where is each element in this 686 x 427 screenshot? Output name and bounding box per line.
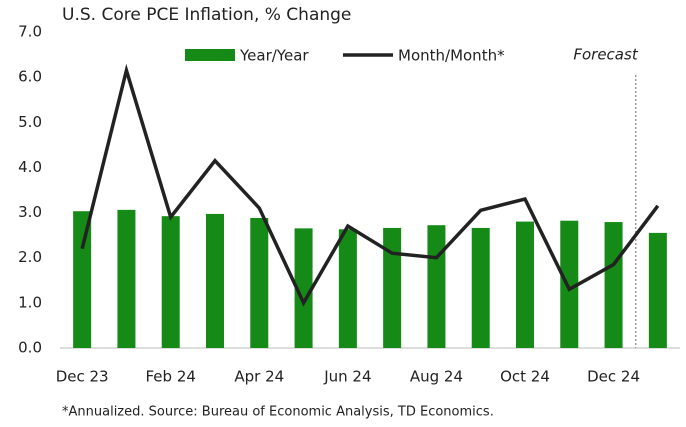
x-tick-label: Feb 24 — [146, 368, 196, 386]
x-tick-label: Dec 23 — [56, 368, 109, 386]
y-tick-label: 2.0 — [18, 248, 42, 266]
x-tick-label: Oct 24 — [500, 368, 550, 386]
bar — [560, 220, 579, 348]
bar — [294, 228, 313, 348]
bar — [427, 225, 446, 348]
bar — [471, 227, 490, 348]
legend-label: Month/Month* — [398, 47, 505, 65]
y-tick-label: 1.0 — [18, 293, 42, 311]
chart-title: U.S. Core PCE Inflation, % Change — [62, 5, 351, 25]
legend-label: Year/Year — [239, 47, 309, 65]
forecast-label: Forecast — [573, 46, 638, 64]
footnote: *Annualized. Source: Bureau of Economic … — [62, 405, 494, 420]
bar — [161, 216, 180, 348]
y-tick-label: 4.0 — [18, 158, 42, 176]
bar — [206, 213, 224, 348]
y-tick-label: 6.0 — [18, 68, 42, 86]
bar — [117, 209, 136, 348]
legend-swatch — [185, 49, 235, 61]
bar — [648, 232, 667, 348]
x-tick-label: Aug 24 — [410, 368, 463, 386]
bar — [338, 229, 357, 348]
y-tick-label: 7.0 — [18, 23, 42, 41]
y-tick-label: 3.0 — [18, 203, 42, 221]
bar — [383, 227, 402, 348]
bar — [516, 221, 534, 348]
x-tick-label: Jun 24 — [323, 368, 371, 386]
y-tick-label: 5.0 — [18, 113, 42, 131]
line — [80, 63, 660, 307]
bar — [250, 217, 269, 348]
bar — [604, 222, 623, 348]
y-tick-label: 0.0 — [18, 339, 42, 357]
bar — [73, 211, 92, 348]
x-tick-label: Apr 24 — [234, 368, 284, 386]
x-tick-label: Dec 24 — [587, 368, 640, 386]
